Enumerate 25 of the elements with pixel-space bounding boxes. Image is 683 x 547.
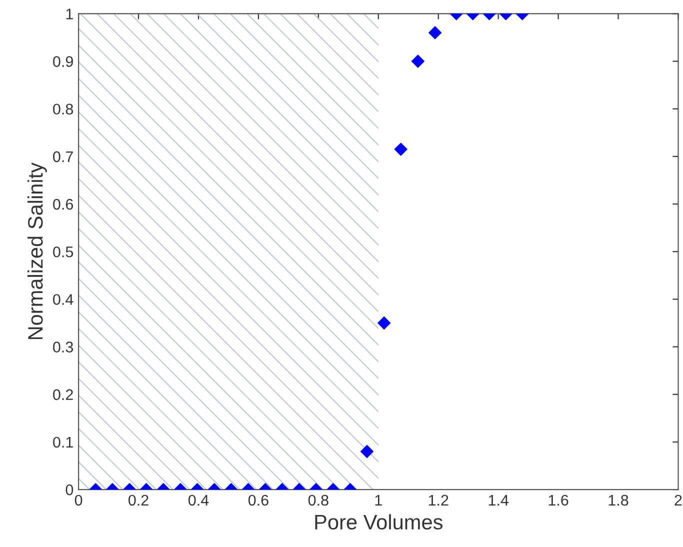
- y-tick-label: 0.7: [53, 151, 73, 162]
- x-tick-label: 1.4: [488, 494, 508, 506]
- y-tick-label: 0.2: [53, 389, 73, 400]
- x-axis-title: Pore Volumes: [315, 514, 442, 530]
- x-tick-label: 0.6: [248, 494, 268, 506]
- y-tick-label: 0.8: [53, 104, 74, 115]
- y-tick-label: 0.6: [53, 198, 74, 210]
- x-tick-label: 0.4: [188, 494, 209, 506]
- x-tick-label: 1.2: [428, 494, 448, 506]
- y-tick-label: 1: [66, 8, 73, 20]
- y-tick-label: 0.5: [53, 246, 74, 258]
- x-tick-label: 2: [674, 494, 682, 506]
- y-tick-label: 0.3: [53, 342, 74, 352]
- y-axis-title: Normalized Salinity: [27, 162, 47, 340]
- x-tick-label: 0: [74, 494, 82, 506]
- x-tick-label: 1: [375, 494, 382, 506]
- x-tick-label: 1.8: [608, 494, 628, 506]
- y-tick-label: 0: [66, 484, 74, 496]
- x-tick-label: 0.2: [128, 494, 148, 506]
- y-tick-label: 0.9: [53, 56, 73, 67]
- x-tick-label: 0.8: [308, 494, 328, 506]
- x-tick-label: 1.6: [548, 494, 568, 506]
- y-tick-label: 0.1: [53, 436, 73, 448]
- point: [378, 316, 391, 330]
- y-tick-label: 0.4: [53, 294, 74, 305]
